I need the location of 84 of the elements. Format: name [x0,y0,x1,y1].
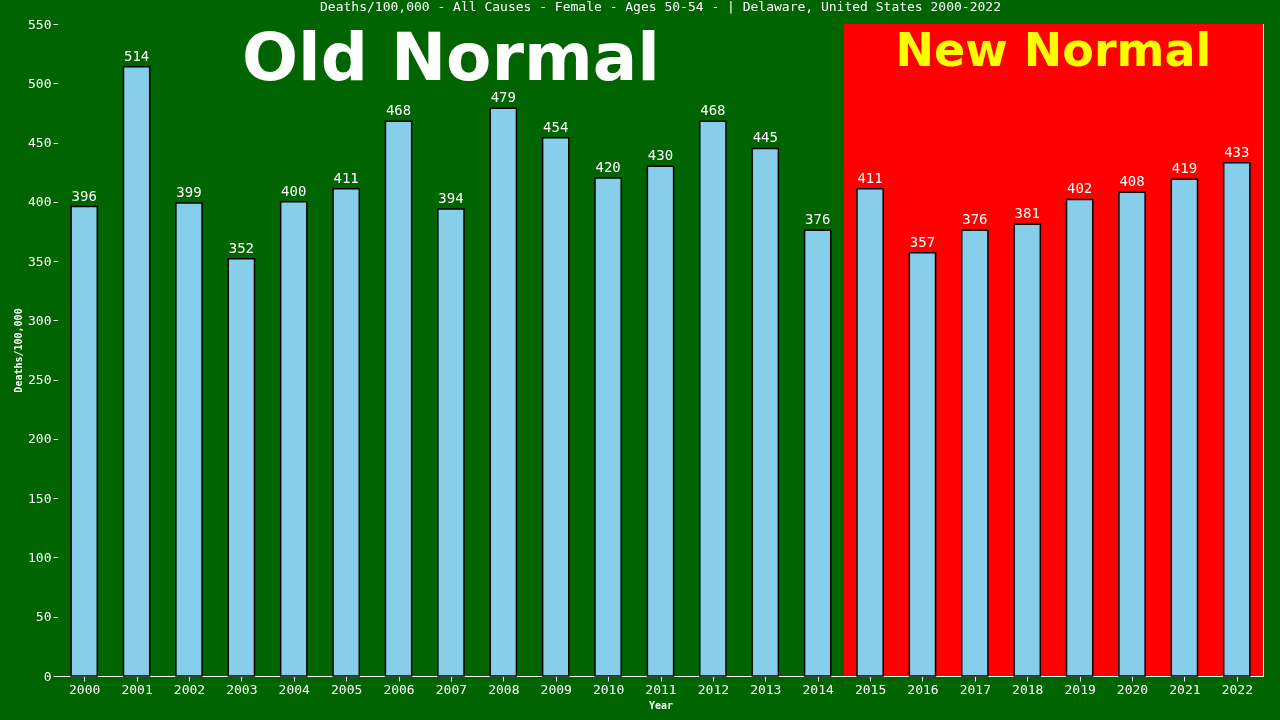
x-tick-label: 2022 [1221,681,1253,697]
x-tick-label: 2016 [907,681,939,697]
bar [1013,223,1042,677]
y-tick-label: 550 [28,16,52,32]
bar [1118,191,1146,677]
data-label: 454 [543,118,569,135]
x-tick-label: 2003 [226,681,258,697]
bar [437,208,465,677]
band-label: New Normal [895,23,1212,77]
data-label: 411 [857,169,883,186]
bar [699,120,727,677]
x-tick-label: 2011 [645,681,677,697]
bar [279,201,308,677]
y-tick-label: 350 [28,253,52,269]
bar [227,257,256,677]
data-label: 445 [752,129,778,146]
y-axis-title: Deaths/100,000 [13,308,25,393]
bar [489,107,518,677]
data-label: 376 [805,211,831,228]
bar [541,137,570,677]
data-label: 433 [1224,143,1250,160]
y-tick-label: 250 [28,372,52,388]
x-tick-label: 2000 [69,681,101,697]
x-tick-label: 2007 [435,681,468,697]
y-tick-label: 200 [28,431,52,447]
bar [332,188,360,677]
bar [961,229,989,677]
bar [856,188,884,677]
y-tick-label: 150 [28,490,52,506]
x-tick-label: 2013 [750,681,782,697]
bar [1222,161,1251,677]
data-label: 402 [1066,180,1093,197]
x-tick-label: 2005 [331,681,363,697]
y-tick-label: 400 [28,194,52,210]
x-tick-label: 2002 [173,681,206,697]
bar [70,205,99,677]
data-label: 408 [1119,173,1145,190]
bar [384,120,413,677]
x-tick-label: 2015 [854,681,887,697]
x-tick-label: 2018 [1012,681,1044,697]
x-tick-label: 2021 [1169,681,1201,697]
bar [122,65,151,677]
x-tick-label: 2010 [592,681,625,697]
y-tick-label: 500 [28,75,52,91]
bar [1170,178,1199,677]
x-tick-label: 2004 [278,681,311,697]
bar [803,229,832,677]
bar [175,202,203,677]
data-label: 411 [333,169,359,186]
x-tick-label: 2012 [697,681,730,697]
x-tick-label: 2006 [383,681,415,697]
y-tick-label: 300 [28,312,52,328]
bar [594,177,622,677]
data-label: 419 [1171,160,1198,177]
y-tick-label: 450 [28,135,52,151]
y-tick-label: 0 [43,668,52,684]
x-tick-label: 2001 [121,681,153,697]
data-label: 400 [281,182,307,199]
data-label: 468 [700,102,726,119]
bar [1065,198,1094,677]
x-tick-label: 2020 [1116,681,1149,697]
data-label: 357 [909,233,936,250]
data-label: 394 [438,189,464,206]
y-tick-label: 50 [35,609,52,625]
bar [751,147,780,677]
x-tick-label: 2009 [540,681,572,697]
bar [646,165,675,677]
data-label: 381 [1014,205,1040,222]
x-tick-label: 2008 [488,681,520,697]
data-label: 376 [962,211,988,228]
x-tick-label: 2017 [959,681,991,697]
chart-title: Deaths/100,000 - All Causes - Female - Ages 50-54 - | Delaware, United States 2000-2022 [320,0,1001,14]
x-tick-label: 2014 [802,681,834,697]
data-label: 430 [647,147,674,164]
data-label: 514 [123,47,150,64]
x-tick-label: 2019 [1064,681,1096,697]
data-label: 399 [176,184,202,200]
data-label: 352 [228,239,255,256]
data-label: 468 [385,102,412,119]
y-tick-label: 100 [28,549,52,565]
data-label: 420 [595,159,621,176]
x-axis-title: Year [648,699,674,711]
data-label: 396 [71,187,97,204]
bar [908,252,937,677]
